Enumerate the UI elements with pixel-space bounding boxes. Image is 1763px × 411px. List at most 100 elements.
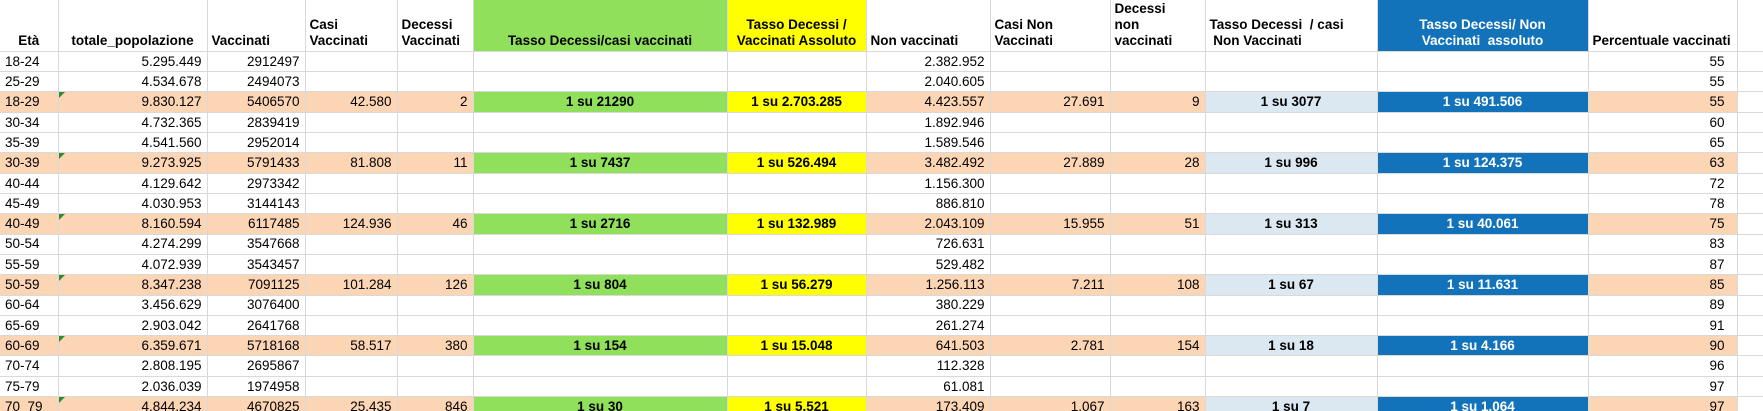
cell-tasso_decessi_casi_vaccinati[interactable]: 1 su 30 bbox=[473, 396, 728, 411]
cell-casi_non_vaccinati[interactable] bbox=[990, 51, 1111, 73]
cell-percentuale[interactable]: 90 bbox=[1588, 335, 1738, 357]
cell-casi_non_vaccinati[interactable] bbox=[990, 193, 1111, 215]
cell-casi_vaccinati[interactable]: 101.284 bbox=[305, 274, 398, 296]
cell-totale[interactable]: 8.160.594 bbox=[58, 213, 208, 235]
cell-totale[interactable]: 4.844.234 bbox=[58, 396, 208, 411]
cell-tasso_decessi_casi_non_vaccinati[interactable] bbox=[1205, 355, 1378, 377]
cell-eta[interactable]: 25-29 bbox=[0, 71, 59, 93]
cell-tasso_decessi_non_vaccinati_assoluto[interactable]: 1 su 4.166 bbox=[1377, 335, 1589, 357]
column-header-decessi_non_vaccinati[interactable]: Decessi non vaccinati bbox=[1110, 0, 1206, 52]
cell-tasso_decessi_vaccinati_assoluto[interactable] bbox=[727, 315, 867, 337]
cell-casi_non_vaccinati[interactable] bbox=[990, 112, 1111, 134]
cell-eta[interactable]: 30-39 bbox=[0, 152, 59, 174]
cell-tasso_decessi_non_vaccinati_assoluto[interactable] bbox=[1377, 173, 1589, 194]
cell-decessi_vaccinati[interactable]: 126 bbox=[397, 274, 474, 296]
cell-vaccinati[interactable]: 2952014 bbox=[207, 132, 306, 154]
cell-tasso_decessi_vaccinati_assoluto[interactable] bbox=[727, 112, 867, 134]
cell-tasso_decessi_non_vaccinati_assoluto[interactable] bbox=[1377, 315, 1589, 337]
cell-vaccinati[interactable]: 3144143 bbox=[207, 193, 306, 215]
cell-tasso_decessi_casi_vaccinati[interactable] bbox=[473, 51, 728, 73]
cell-decessi_vaccinati[interactable] bbox=[397, 376, 474, 398]
cell-tasso_decessi_casi_non_vaccinati[interactable] bbox=[1205, 254, 1378, 276]
cell-non_vaccinati[interactable]: 261.274 bbox=[866, 315, 991, 337]
cell-tasso_decessi_casi_vaccinati[interactable] bbox=[473, 193, 728, 215]
cell-percentuale[interactable]: 65 bbox=[1588, 132, 1738, 154]
cell-tasso_decessi_vaccinati_assoluto[interactable] bbox=[727, 295, 867, 316]
cell-non_vaccinati[interactable]: 61.081 bbox=[866, 376, 991, 398]
cell-tasso_decessi_casi_vaccinati[interactable] bbox=[473, 355, 728, 377]
cell-percentuale[interactable]: 60 bbox=[1588, 112, 1738, 134]
column-header-non_vaccinati[interactable]: Non vaccinati bbox=[866, 0, 991, 52]
cell-casi_vaccinati[interactable] bbox=[305, 376, 398, 398]
cell-eta[interactable]: 40-49 bbox=[0, 213, 59, 235]
cell-decessi_non_vaccinati[interactable] bbox=[1110, 254, 1206, 276]
cell-non_vaccinati[interactable]: 380.229 bbox=[866, 295, 991, 316]
cell-tasso_decessi_casi_non_vaccinati[interactable] bbox=[1205, 193, 1378, 215]
cell-casi_vaccinati[interactable] bbox=[305, 71, 398, 93]
cell-vaccinati[interactable]: 2695867 bbox=[207, 355, 306, 377]
cell-tasso_decessi_casi_vaccinati[interactable]: 1 su 7437 bbox=[473, 152, 728, 174]
cell-decessi_non_vaccinati[interactable]: 9 bbox=[1110, 91, 1206, 113]
cell-non_vaccinati[interactable]: 2.040.605 bbox=[866, 71, 991, 93]
cell-eta[interactable]: 50-59 bbox=[0, 274, 59, 296]
cell-decessi_non_vaccinati[interactable] bbox=[1110, 51, 1206, 73]
cell-vaccinati[interactable]: 5718168 bbox=[207, 335, 306, 357]
cell-eta[interactable]: 65-69 bbox=[0, 315, 59, 337]
cell-decessi_vaccinati[interactable]: 11 bbox=[397, 152, 474, 174]
cell-non_vaccinati[interactable]: 726.631 bbox=[866, 234, 991, 255]
cell-decessi_vaccinati[interactable] bbox=[397, 71, 474, 93]
cell-tasso_decessi_non_vaccinati_assoluto[interactable] bbox=[1377, 295, 1589, 316]
cell-tasso_decessi_casi_non_vaccinati[interactable]: 1 su 996 bbox=[1205, 152, 1378, 174]
cell-tasso_decessi_non_vaccinati_assoluto[interactable] bbox=[1377, 193, 1589, 215]
cell-eta[interactable]: 60-64 bbox=[0, 295, 59, 316]
cell-tasso_decessi_casi_vaccinati[interactable]: 1 su 154 bbox=[473, 335, 728, 357]
cell-percentuale[interactable]: 85 bbox=[1588, 274, 1738, 296]
cell-non_vaccinati[interactable]: 886.810 bbox=[866, 193, 991, 215]
cell-tasso_decessi_vaccinati_assoluto[interactable] bbox=[727, 71, 867, 93]
cell-tasso_decessi_casi_vaccinati[interactable]: 1 su 2716 bbox=[473, 213, 728, 235]
cell-casi_vaccinati[interactable] bbox=[305, 295, 398, 316]
cell-percentuale[interactable]: 55 bbox=[1588, 51, 1738, 73]
cell-decessi_vaccinati[interactable] bbox=[397, 315, 474, 337]
cell-casi_non_vaccinati[interactable] bbox=[990, 173, 1111, 194]
cell-vaccinati[interactable]: 4670825 bbox=[207, 396, 306, 411]
cell-totale[interactable]: 4.129.642 bbox=[58, 173, 208, 194]
cell-tasso_decessi_casi_vaccinati[interactable] bbox=[473, 71, 728, 93]
cell-totale[interactable]: 4.072.939 bbox=[58, 254, 208, 276]
cell-tasso_decessi_vaccinati_assoluto[interactable] bbox=[727, 51, 867, 73]
cell-decessi_non_vaccinati[interactable] bbox=[1110, 315, 1206, 337]
cell-tasso_decessi_non_vaccinati_assoluto[interactable] bbox=[1377, 355, 1589, 377]
cell-tasso_decessi_casi_vaccinati[interactable] bbox=[473, 112, 728, 134]
column-header-casi_non_vaccinati[interactable]: Casi Non Vaccinati bbox=[990, 0, 1111, 52]
cell-tasso_decessi_non_vaccinati_assoluto[interactable]: 1 su 1.064 bbox=[1377, 396, 1589, 411]
cell-tasso_decessi_casi_non_vaccinati[interactable]: 1 su 67 bbox=[1205, 274, 1378, 296]
cell-non_vaccinati[interactable]: 173.409 bbox=[866, 396, 991, 411]
cell-tasso_decessi_vaccinati_assoluto[interactable] bbox=[727, 376, 867, 398]
cell-totale[interactable]: 4.732.365 bbox=[58, 112, 208, 134]
cell-vaccinati[interactable]: 5406570 bbox=[207, 91, 306, 113]
cell-tasso_decessi_casi_non_vaccinati[interactable] bbox=[1205, 234, 1378, 255]
cell-vaccinati[interactable]: 2494073 bbox=[207, 71, 306, 93]
cell-tasso_decessi_casi_vaccinati[interactable] bbox=[473, 376, 728, 398]
cell-eta[interactable]: 60-69 bbox=[0, 335, 59, 357]
cell-casi_vaccinati[interactable] bbox=[305, 234, 398, 255]
cell-totale[interactable]: 4.274.299 bbox=[58, 234, 208, 255]
cell-eta[interactable]: 75-79 bbox=[0, 376, 59, 398]
cell-tasso_decessi_vaccinati_assoluto[interactable] bbox=[727, 173, 867, 194]
cell-tasso_decessi_non_vaccinati_assoluto[interactable]: 1 su 11.631 bbox=[1377, 274, 1589, 296]
cell-eta[interactable]: 35-39 bbox=[0, 132, 59, 154]
cell-tasso_decessi_non_vaccinati_assoluto[interactable]: 1 su 491.506 bbox=[1377, 91, 1589, 113]
cell-casi_vaccinati[interactable] bbox=[305, 315, 398, 337]
column-header-tasso_decessi_casi_vaccinati[interactable]: Tasso Decessi/casi vaccinati bbox=[473, 0, 728, 52]
cell-tasso_decessi_casi_vaccinati[interactable] bbox=[473, 173, 728, 194]
cell-casi_vaccinati[interactable] bbox=[305, 254, 398, 276]
cell-casi_non_vaccinati[interactable] bbox=[990, 376, 1111, 398]
cell-totale[interactable]: 9.273.925 bbox=[58, 152, 208, 174]
cell-totale[interactable]: 5.295.449 bbox=[58, 51, 208, 73]
cell-tasso_decessi_vaccinati_assoluto[interactable]: 1 su 5.521 bbox=[727, 396, 867, 411]
cell-eta[interactable]: 18-24 bbox=[0, 51, 59, 73]
cell-vaccinati[interactable]: 3076400 bbox=[207, 295, 306, 316]
cell-casi_vaccinati[interactable]: 58.517 bbox=[305, 335, 398, 357]
cell-tasso_decessi_casi_non_vaccinati[interactable] bbox=[1205, 112, 1378, 134]
cell-tasso_decessi_casi_non_vaccinati[interactable] bbox=[1205, 173, 1378, 194]
